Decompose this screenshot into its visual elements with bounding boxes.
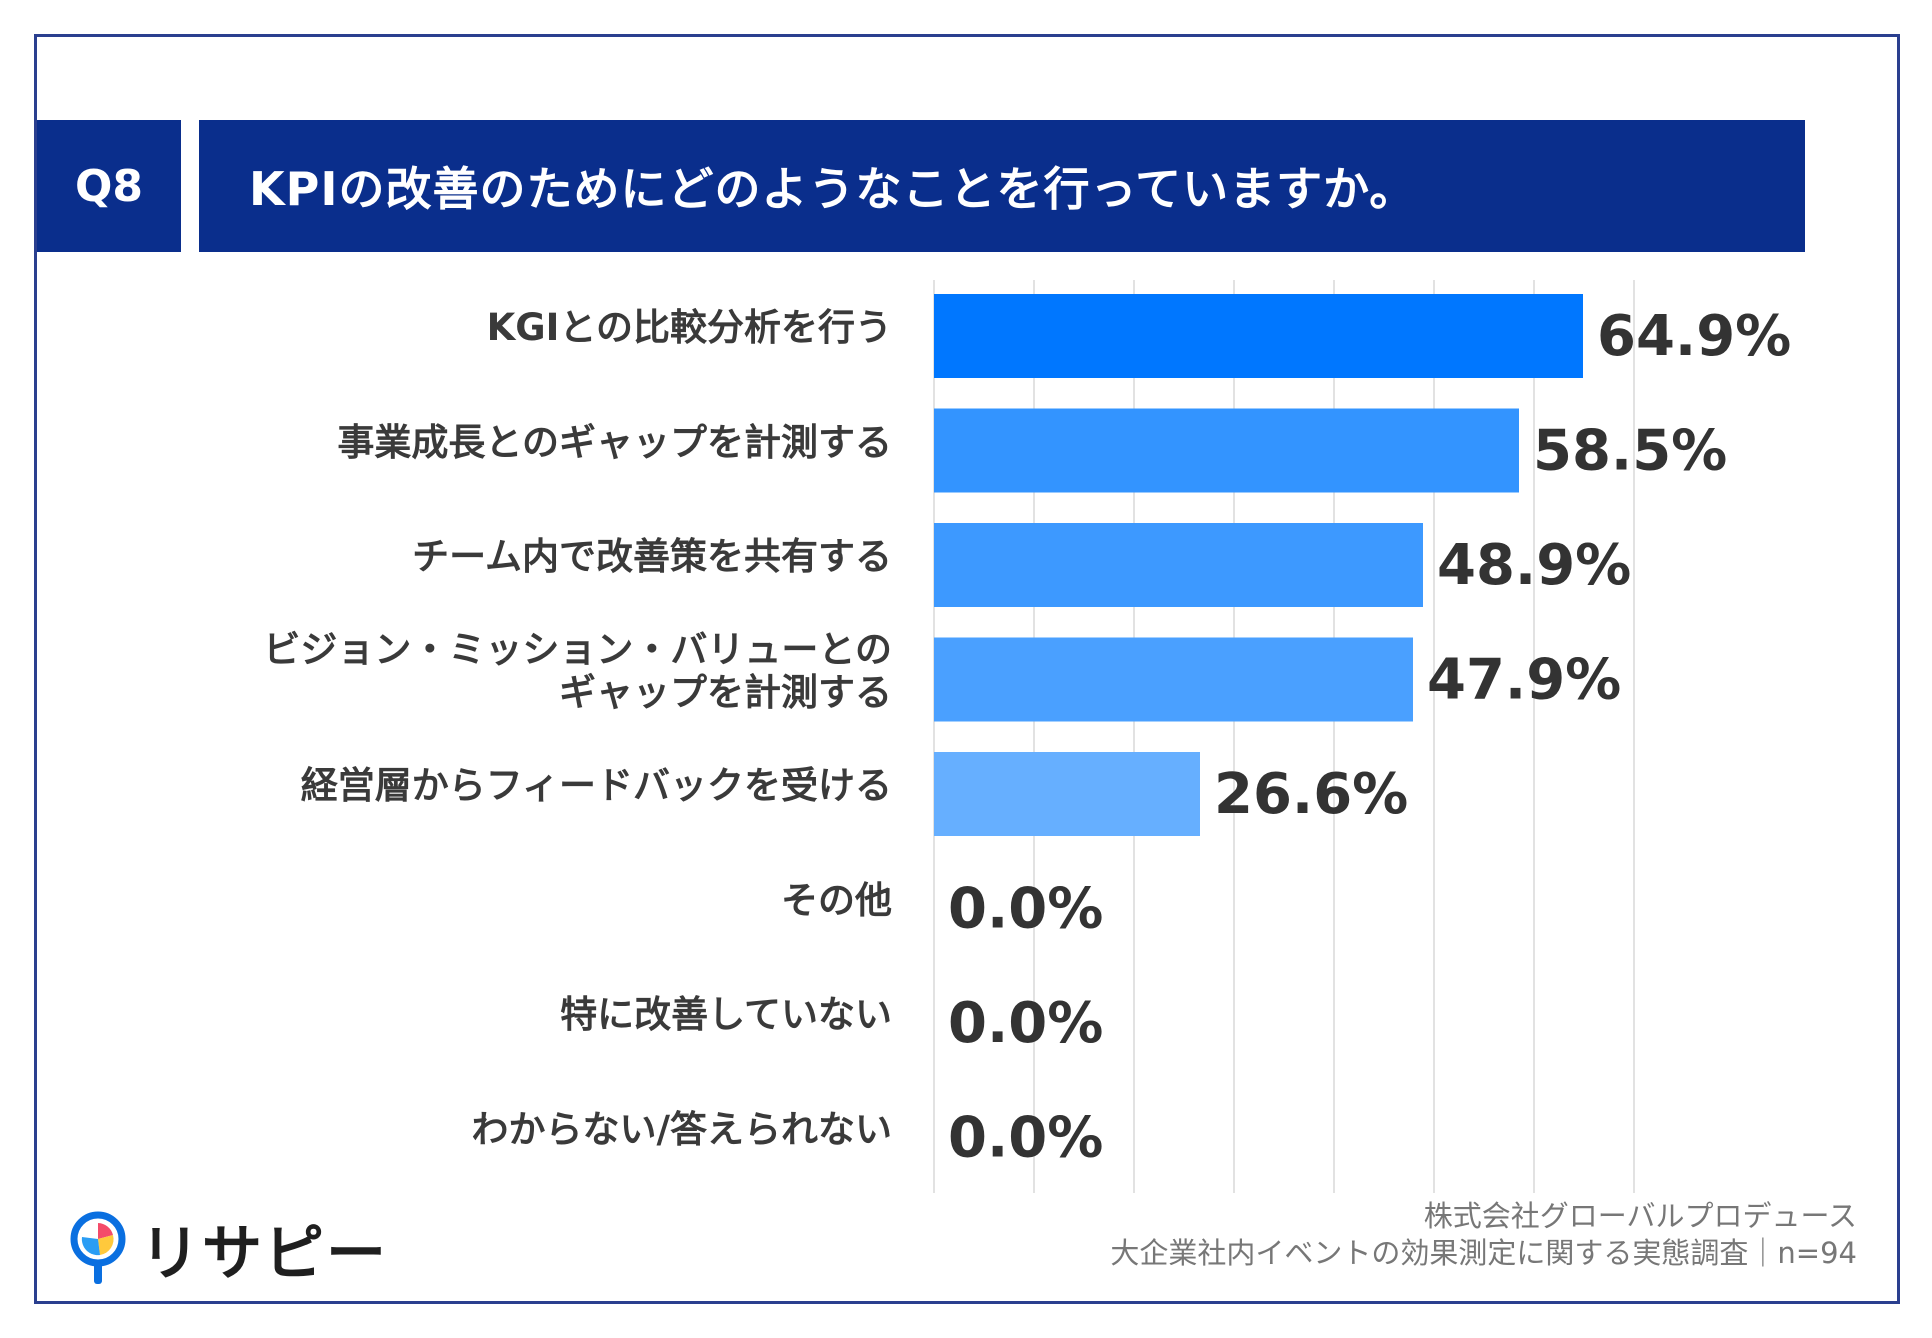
- category-label-line: 経営層からフィードバックを受ける: [300, 764, 892, 807]
- question-number: Q8: [37, 120, 181, 252]
- value-label: 0.0%: [948, 877, 1103, 942]
- value-label: 48.9%: [1437, 533, 1631, 598]
- logo-pin-icon: [70, 1211, 126, 1284]
- logo-text: リサピー: [140, 1219, 388, 1289]
- value-label: 47.9%: [1427, 648, 1621, 713]
- value-label: 58.5%: [1533, 419, 1727, 484]
- footer-company: 株式会社グローバルプロデュース: [1423, 1199, 1857, 1233]
- bar: [934, 523, 1423, 607]
- bar: [934, 752, 1200, 836]
- value-label: 26.6%: [1214, 762, 1408, 827]
- bar: [934, 637, 1413, 722]
- category-label: チーム内で改善策を共有する: [172, 535, 892, 579]
- bar: [934, 294, 1583, 378]
- footer: 株式会社グローバルプロデュース 大企業社内イベントの効果測定に関する実態調査｜n…: [1110, 1198, 1857, 1272]
- category-label: わからない/答えられない: [172, 1108, 892, 1152]
- bar: [934, 408, 1519, 493]
- frame: Q8 KPIの改善のためにどのようなことを行っていますか。: [34, 34, 1900, 1304]
- question-title: KPIの改善のためにどのようなことを行っていますか。: [199, 120, 1805, 252]
- category-label-line: ギャップを計測する: [559, 671, 892, 715]
- category-label-line: ビジョン・ミッション・バリューとの: [263, 627, 892, 671]
- category-label-line: KGIとの比較分析を行う: [486, 306, 892, 349]
- footer-survey: 大企業社内イベントの効果測定に関する実態調査｜n=94: [1110, 1236, 1857, 1271]
- value-label: 0.0%: [948, 991, 1103, 1056]
- category-label-line: その他: [781, 878, 892, 922]
- category-label: ビジョン・ミッション・バリューとの ギャップを計測する: [172, 628, 892, 715]
- logo: リサピー: [70, 1205, 388, 1292]
- value-label: 0.0%: [948, 1106, 1103, 1171]
- category-label-line: チーム内で改善策を共有する: [412, 535, 892, 578]
- category-label: 事業成長とのギャップを計測する: [172, 421, 892, 465]
- category-label: 特に改善していない: [172, 993, 892, 1037]
- category-label: 経営層からフィードバックを受ける: [172, 764, 892, 808]
- category-label: その他: [172, 879, 892, 923]
- category-label-line: 特に改善していない: [560, 993, 892, 1036]
- category-label-line: わからない/答えられない: [471, 1107, 892, 1151]
- category-label-line: 事業成長とのギャップを計測する: [337, 420, 892, 464]
- category-label: KGIとの比較分析を行う: [172, 306, 892, 350]
- value-label: 64.9%: [1597, 304, 1791, 369]
